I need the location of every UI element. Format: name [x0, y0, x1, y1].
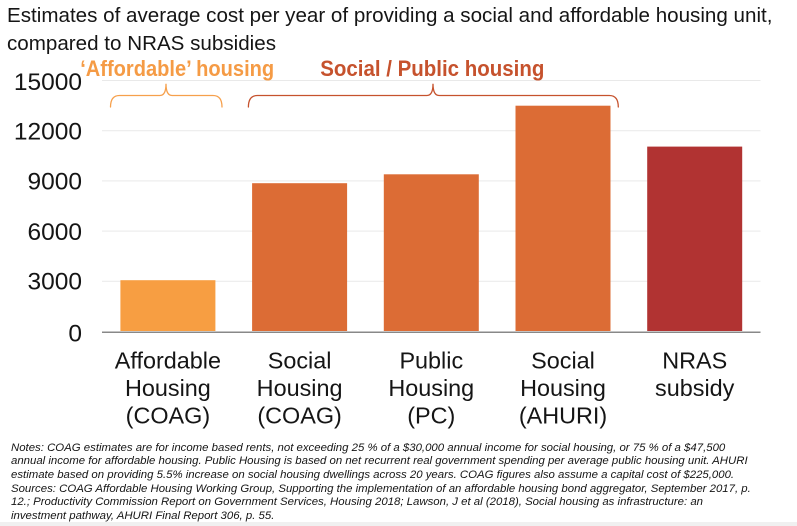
- svg-text:15000: 15000: [14, 69, 82, 96]
- svg-text:Housing: Housing: [388, 375, 474, 401]
- svg-text:Housing: Housing: [257, 375, 343, 401]
- svg-text:NRAS: NRAS: [662, 348, 727, 374]
- svg-text:Housing: Housing: [125, 375, 211, 401]
- svg-text:Social: Social: [531, 348, 595, 374]
- svg-text:subsidy: subsidy: [655, 375, 735, 401]
- svg-text:0: 0: [68, 321, 82, 348]
- svg-text:Public: Public: [399, 348, 463, 374]
- svg-text:3000: 3000: [27, 269, 82, 296]
- svg-text:Housing: Housing: [520, 375, 606, 401]
- svg-text:Affordable: Affordable: [115, 348, 221, 374]
- svg-text:9000: 9000: [27, 169, 82, 196]
- svg-text:Social / Public housing: Social / Public housing: [320, 56, 544, 81]
- svg-text:6000: 6000: [27, 219, 82, 246]
- svg-text:Social: Social: [268, 348, 332, 374]
- svg-text:(PC): (PC): [407, 403, 455, 429]
- svg-text:12000: 12000: [14, 119, 82, 146]
- svg-text:(COAG): (COAG): [257, 403, 341, 429]
- svg-text:(COAG): (COAG): [126, 403, 210, 429]
- svg-text:‘Affordable’ housing: ‘Affordable’ housing: [80, 56, 274, 81]
- svg-text:(AHURI): (AHURI): [519, 403, 607, 429]
